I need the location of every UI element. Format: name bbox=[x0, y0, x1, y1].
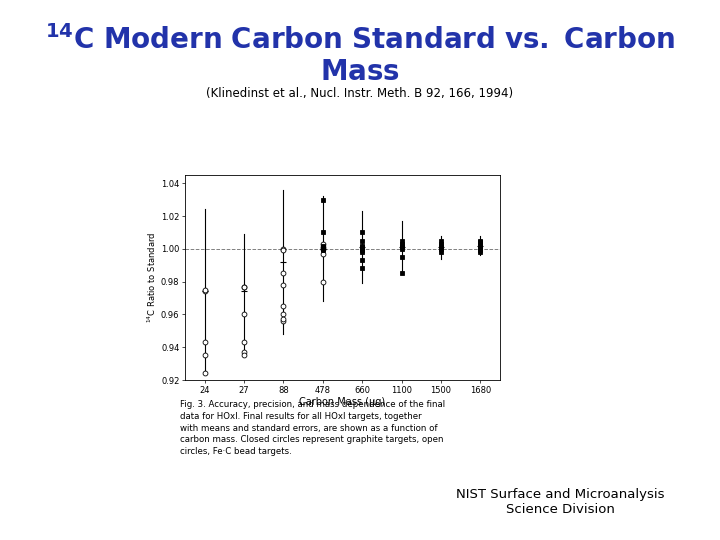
X-axis label: Carbon Mass (μg): Carbon Mass (μg) bbox=[300, 397, 386, 407]
Text: (Klinedinst et al., Nucl. Instr. Meth. B 92, 166, 1994): (Klinedinst et al., Nucl. Instr. Meth. B… bbox=[207, 87, 513, 100]
Text: $\mathbf{^{14}C}$ $\mathbf{Modern\ Carbon\ Standard\ vs.\ Carbon}$: $\mathbf{^{14}C}$ $\mathbf{Modern\ Carbo… bbox=[45, 25, 675, 55]
Text: NIST Surface and Microanalysis
Science Division: NIST Surface and Microanalysis Science D… bbox=[456, 488, 665, 516]
Text: Fig. 3. Accuracy, precision, and mass dependence of the final
data for HOxI. Fin: Fig. 3. Accuracy, precision, and mass de… bbox=[180, 400, 445, 456]
Y-axis label: $^{14}$C Ratio to Standard: $^{14}$C Ratio to Standard bbox=[145, 232, 158, 323]
Text: $\mathbf{Mass}$: $\mathbf{Mass}$ bbox=[320, 58, 400, 86]
